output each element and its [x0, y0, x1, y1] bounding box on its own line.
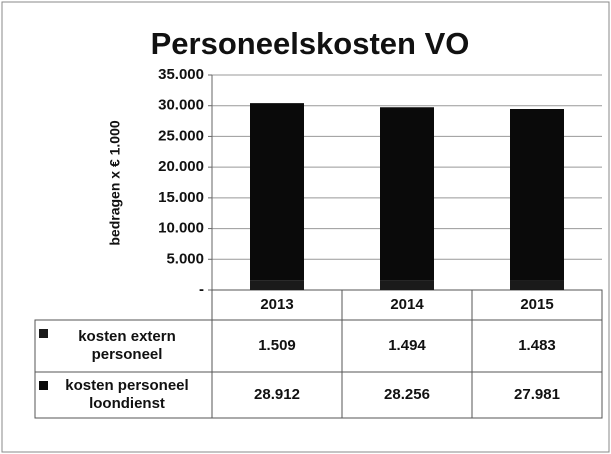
bar-segment [380, 280, 434, 290]
legend-swatch [39, 329, 48, 338]
bar-segment [510, 280, 564, 290]
y-tick-label: 10.000 [158, 220, 204, 237]
legend-entry: kosten personeel loondienst [65, 377, 188, 412]
bar-segment [250, 103, 304, 281]
table-value: 1.483 [518, 337, 556, 354]
bar-segment [380, 107, 434, 281]
y-tick-label: - [199, 281, 204, 298]
bar-segment [250, 280, 304, 290]
y-tick-label: 20.000 [158, 158, 204, 175]
y-tick-label: 25.000 [158, 127, 204, 144]
x-tick-label: 2013 [260, 296, 293, 313]
table-value: 1.494 [388, 337, 426, 354]
x-tick-label: 2014 [390, 296, 424, 313]
chart-title: Personeelskosten VO [151, 26, 470, 61]
y-tick-label: 30.000 [158, 97, 204, 114]
table-value: 28.912 [254, 386, 300, 403]
x-tick-label: 2015 [520, 296, 553, 313]
table-value: 1.509 [258, 337, 296, 354]
table-value: 28.256 [384, 386, 430, 403]
table-value: 27.981 [514, 386, 560, 403]
y-tick-label: 35.000 [158, 66, 204, 83]
legend-swatch [39, 381, 48, 390]
y-tick-label: 5.000 [166, 250, 204, 267]
bar-segment [510, 109, 564, 281]
y-axis-label: bedragen x € 1.000 [107, 120, 123, 246]
y-tick-label: 15.000 [158, 189, 204, 206]
legend-entry: kosten extern personeel [78, 328, 176, 363]
